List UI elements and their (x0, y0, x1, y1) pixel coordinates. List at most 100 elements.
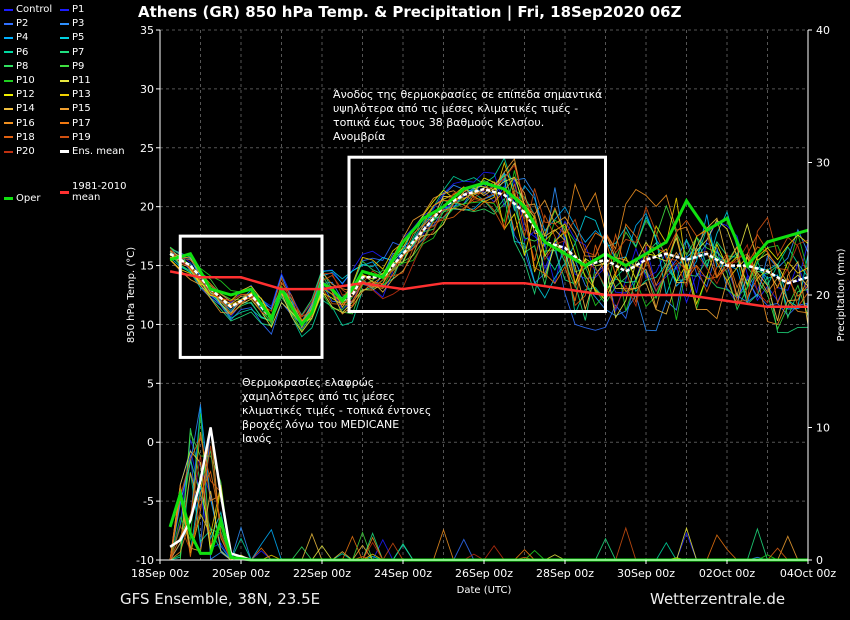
precip-line-p16 (169, 432, 808, 561)
legend-item-control: Control (4, 4, 52, 15)
legend-label: P3 (72, 18, 85, 30)
y-tick-label: 25 (140, 142, 154, 155)
y-tick-label: 15 (140, 260, 154, 273)
series-1981-2010 (169, 270, 808, 309)
legend-label: P9 (72, 60, 85, 72)
legend-item-p5: P5 (60, 32, 84, 43)
legend-item-p12: P12 (4, 89, 35, 100)
x-tick-label: 04Oct 00z (780, 567, 837, 580)
y-tick-label: 35 (140, 24, 154, 37)
legend-item-p10: P10 (4, 75, 35, 86)
precip-line-p5 (169, 485, 808, 561)
legend-swatch (60, 122, 69, 125)
y2-axis-label: Precipitation (mm) (836, 248, 847, 341)
legend-item-p4: P4 (4, 32, 28, 43)
y2-tick-label: 30 (816, 157, 830, 170)
legend-swatch (60, 51, 69, 54)
x-tick-label: 26Sep 00z (455, 567, 513, 580)
legend-label: P6 (16, 46, 29, 58)
legend-label: P16 (16, 117, 35, 129)
annotation-upper: Άνοδος της θερμοκρασίες σε επίπεδα σημαν… (333, 88, 603, 143)
legend-item-p1: P1 (60, 4, 84, 15)
precip-line-p13 (169, 484, 808, 561)
legend-label: P15 (72, 103, 91, 115)
precip-line-p9 (170, 432, 808, 561)
legend-label: P11 (72, 75, 91, 86)
x-tick-label: 20Sep 00z (212, 567, 270, 580)
y-axis-label: 850 hPa Temp. (°C) (126, 247, 137, 343)
legend-item-p13: P13 (60, 89, 91, 100)
y-tick-label: -10 (136, 554, 154, 567)
legend-item-p2: P2 (4, 18, 28, 29)
legend-label: P4 (16, 32, 29, 44)
legend-label: P10 (16, 75, 35, 86)
legend-item-p17: P17 (60, 118, 91, 129)
legend-swatch (4, 79, 13, 82)
highlight-boxes (178, 155, 607, 359)
legend-item-p15: P15 (60, 103, 91, 114)
legend-item-p7: P7 (60, 47, 84, 58)
x-tick-label: 30Sep 00z (617, 567, 675, 580)
legend-label: P20 (16, 146, 35, 157)
legend-swatch (4, 65, 13, 68)
legend-swatch (60, 150, 69, 153)
precip-line-p12 (169, 478, 808, 561)
precip-series-ens-mean (169, 427, 808, 562)
legend-swatch (4, 197, 13, 200)
legend-label: P18 (16, 131, 35, 143)
precip-line-p19 (169, 445, 808, 561)
x-tick-label: 02Oct 00z (699, 567, 756, 580)
legend-swatch (60, 36, 69, 39)
x-tick-label: 22Sep 00z (293, 567, 351, 580)
y2-tick-label: 40 (816, 24, 830, 37)
y-tick-label: -5 (143, 495, 154, 508)
y-tick-label: 0 (147, 436, 154, 449)
x-tick-label: 24Sep 00z (374, 567, 432, 580)
y2-tick-label: 20 (816, 289, 830, 302)
series-ens-mean (169, 187, 809, 327)
y2-tick-label: 0 (816, 554, 823, 567)
legend-label: 1981-2010 mean (72, 181, 127, 203)
legend-swatch (4, 150, 13, 153)
legend-label: P12 (16, 89, 35, 101)
legend-item-p16: P16 (4, 118, 35, 129)
x-tick-label: 28Sep 00z (536, 567, 594, 580)
legend-item-ens-mean: Ens. mean (60, 146, 125, 157)
legend-label: P14 (16, 103, 35, 115)
legend-swatch (60, 8, 69, 11)
precip-line-p1 (169, 449, 808, 561)
legend-item-oper: Oper (4, 193, 40, 204)
precip-line-p7 (169, 459, 808, 561)
precip-line-control (169, 439, 808, 561)
legend-label: P5 (72, 32, 85, 44)
legend-item-p20: P20 (4, 146, 35, 157)
legend-label: P17 (72, 117, 91, 129)
series-layer (168, 181, 809, 562)
ensemble-line-p18 (169, 183, 809, 318)
legend-swatch (60, 136, 69, 139)
x-axis-label: Date (UTC) (457, 585, 512, 596)
annotation-lower: Θερμοκρασίες ελαφρώς χαμηλότερες από τις… (242, 376, 432, 445)
precip-line-p20 (169, 455, 808, 561)
legend-swatch (4, 136, 13, 139)
axes: -10 -5 0 5 10 15 20 25 30 35 0 10 20 30 40 18Sep 00z 20S… (126, 24, 847, 596)
legend-item-p6: P6 (4, 47, 28, 58)
legend-swatch (60, 65, 69, 68)
chart-title: Athens (GR) 850 hPa Temp. & Precipitatio… (138, 3, 682, 21)
precip-line-p17 (169, 470, 808, 561)
legend-swatch (60, 93, 69, 96)
legend-swatch (60, 190, 69, 194)
ensemble-line-p1 (169, 171, 809, 317)
legend-label: P19 (72, 131, 91, 143)
legend-swatch (4, 93, 13, 96)
legend-swatch (60, 79, 69, 82)
y-tick-label: 20 (140, 201, 154, 214)
footer-model: GFS Ensemble, 38N, 23.5E (120, 590, 321, 608)
highlight-box-2 (347, 155, 607, 313)
legend-item-p19: P19 (60, 132, 91, 143)
precip-series-oper (168, 488, 808, 562)
legend-swatch (4, 107, 13, 110)
footer-source: Wetterzentrale.de (650, 590, 786, 608)
legend-item-p9: P9 (60, 61, 84, 72)
